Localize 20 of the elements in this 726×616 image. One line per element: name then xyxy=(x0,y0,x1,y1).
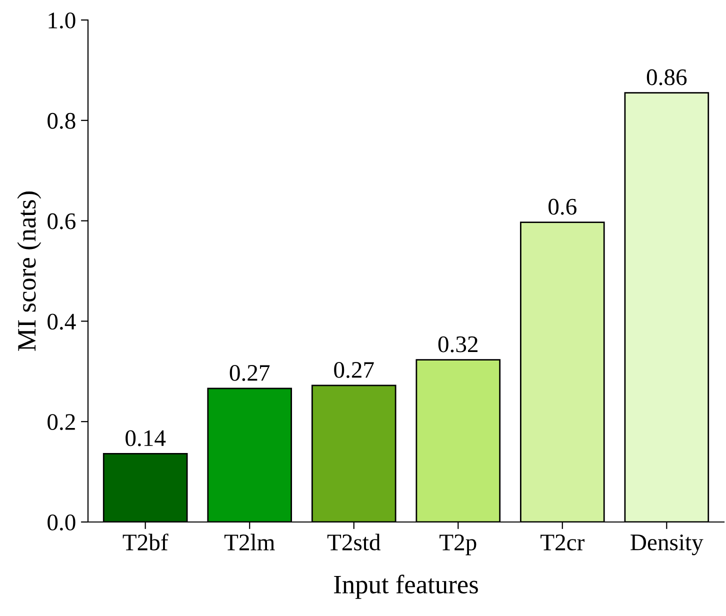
data-label: 0.86 xyxy=(646,69,687,86)
data-label: 0.6 xyxy=(548,198,576,215)
x-tick-label: T2cr xyxy=(540,534,584,550)
y-tick-label: 0.2 xyxy=(48,414,75,430)
data-label: 0.27 xyxy=(334,362,374,378)
x-tick-label: T2bf xyxy=(122,534,168,550)
x-tick-label: T2lm xyxy=(224,534,275,550)
y-tick-label: 0.6 xyxy=(48,213,76,230)
y-tick-label: 0.4 xyxy=(48,314,76,330)
y-tick-label: 0.8 xyxy=(48,112,76,129)
y-tick-label: 0.0 xyxy=(48,514,76,531)
x-tick-label: T2std xyxy=(327,534,380,550)
x-axis-title: Input features xyxy=(334,574,478,599)
data-label: 0.27 xyxy=(230,364,270,381)
x-tick-label: Density xyxy=(630,534,704,556)
y-axis-title: MI score (nats) xyxy=(17,192,42,351)
data-label: 0.14 xyxy=(126,430,166,446)
x-tick-label: T2p xyxy=(440,534,476,556)
y-tick-label: 1.0 xyxy=(48,12,76,29)
data-label: 0.32 xyxy=(438,336,478,352)
